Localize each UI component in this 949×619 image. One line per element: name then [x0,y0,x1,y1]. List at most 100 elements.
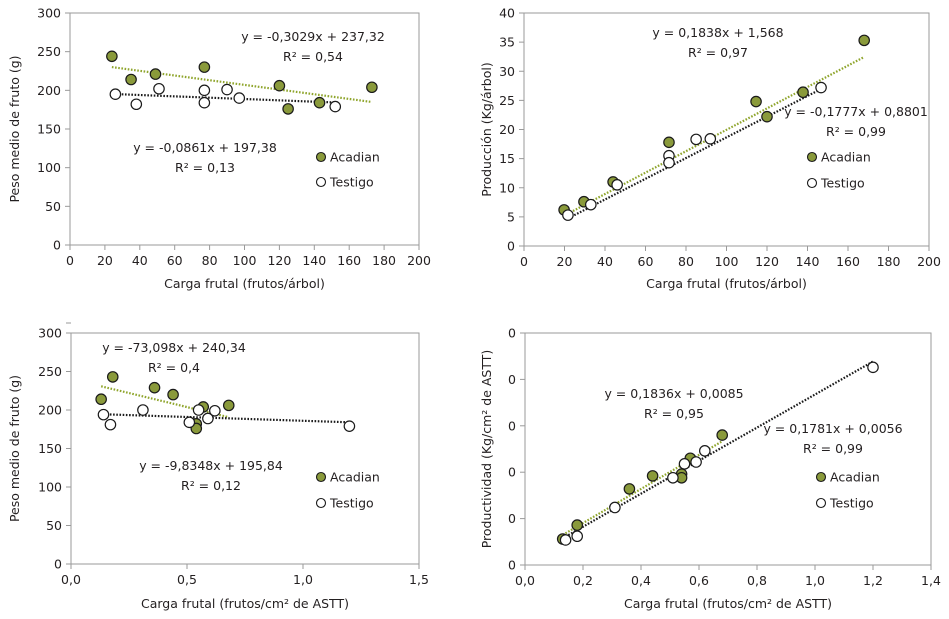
acadian-r2: R² = 0,4 [148,360,200,375]
testigo-point [137,404,149,416]
legend: Acadian Testigo [315,470,380,511]
acadian-point [273,79,286,92]
y-tick-label: 50 [45,199,61,214]
x-tick-label: 180 [372,253,396,268]
y-tick-label: 5 [507,209,515,224]
y-tick-label: 300 [37,6,61,21]
acadian-point [282,103,294,115]
testigo-point [329,100,342,113]
acadian-equation: y = -0,3029x + 237,32 [241,29,385,44]
y-axis-title: Producción (Kg/árbol) [479,62,494,196]
x-tick-label: 0,5 [177,572,197,587]
acadian-point [858,34,870,47]
acadian-equation: y = 0,1836x + 0,0085 [604,386,743,401]
y-tick-label: 40 [499,6,515,21]
testigo-point [104,418,117,431]
y-tick-label: 150 [37,122,61,137]
y-tick-label: 300 [38,326,62,341]
y-axis-title: Productividad (Kg/cm² de ASTT) [479,350,494,549]
x-tick-label: 1,5 [409,572,429,587]
testigo-point [585,198,597,211]
acadian-trendline [563,56,865,217]
acadian-point [222,399,235,412]
legend-label-acadian: Acadian [830,470,880,485]
x-tick-label: 0,4 [631,573,651,588]
y-tick-label: 0 [54,557,62,572]
testigo-point [209,404,221,417]
testigo-point [153,82,165,95]
acadian-point [366,81,378,94]
y-tick-label: 35 [499,35,515,50]
acadian-point [623,483,636,495]
legend-label-testigo: Testigo [329,496,374,511]
y-axis-title: Peso medio de fruto (g) [7,375,22,522]
y-tick-label: 0 [508,326,516,341]
y-tick-label: 100 [38,480,62,495]
y-tick-label: 0 [508,418,516,433]
testigo-point [663,156,675,169]
y-tick-label: 250 [37,44,61,59]
testigo-point [221,83,233,96]
x-tick-label: 80 [678,254,694,269]
legend-label-acadian: Acadian [330,150,380,165]
y-tick-label: 100 [37,160,61,175]
testigo-equation: y = 0,1781x + 0,0056 [763,421,902,436]
acadian-r2: R² = 0,95 [644,406,704,421]
y-tick-label: 200 [38,403,62,418]
x-tick-label: 20 [97,253,113,268]
testigo-point [562,209,574,221]
legend-label-acadian: Acadian [821,150,871,165]
testigo-point [698,445,711,457]
x-tick-label: 120 [755,254,779,269]
legend-marker-acadian [315,151,327,163]
acadian-point [149,68,162,80]
x-axis-title: Carga frutal (frutos/cm² de ASTT) [624,596,832,611]
y-tick-label: 150 [38,441,62,456]
y-tick-label: 0 [508,465,516,480]
y-tick-label: 15 [499,151,515,166]
y-tick-label: 0 [508,511,516,526]
legend: Acadian Testigo [315,150,380,190]
legend: Acadian Testigo [815,470,880,511]
x-tick-label: 120 [267,253,291,268]
legend-label-testigo: Testigo [829,496,874,511]
x-tick-label: 20 [557,254,573,269]
x-tick-label: 60 [167,253,183,268]
x-tick-label: 0,2 [573,573,593,588]
testigo-r2: R² = 0,99 [803,441,863,456]
x-tick-label: 140 [796,254,820,269]
testigo-point [690,456,702,468]
x-tick-label: 0,0 [515,573,535,588]
x-tick-label: 100 [715,254,739,269]
acadian-trendline [111,66,373,104]
legend-marker-acadian [806,151,818,163]
acadian-point [571,519,583,531]
chart-peso-vs-carga-arbol: 0 20 40 60 80 100 120 140 160 180 200 0 50 100 150 200 2… [7,6,431,292]
testigo-point [97,408,110,421]
x-tick-label: 160 [337,253,361,268]
testigo-point [192,404,205,416]
y-tick-label: 50 [46,518,62,533]
y-tick-label: 200 [37,83,61,98]
y-tick-label: 0 [508,372,516,387]
acadian-equation: y = -73,098x + 240,34 [102,340,246,355]
y-tick-label: 30 [499,64,515,79]
acadian-r2: R² = 0,97 [688,45,748,60]
legend-marker-testigo [815,497,827,509]
acadian-point [198,61,211,73]
testigo-point [202,412,214,425]
acadian-point [663,136,675,149]
acadian-point [148,381,161,394]
acadian-point [313,96,326,109]
y-axis-title: Peso medio de fruto (g) [7,55,22,202]
acadian-point [167,388,179,401]
legend: Acadian Testigo [806,150,871,191]
legend-label-acadian: Acadian [330,470,380,485]
acadian-point [716,429,728,441]
chart-peso-vs-carga-astt: 0,0 0,5 1,0 1,5 0 50 100 150 200 250 300 Carga frut… [7,322,429,611]
acadian-r2: R² = 0,54 [283,49,343,64]
testigo-point [130,98,143,111]
testigo-point [678,458,691,470]
legend-marker-testigo [315,497,327,509]
